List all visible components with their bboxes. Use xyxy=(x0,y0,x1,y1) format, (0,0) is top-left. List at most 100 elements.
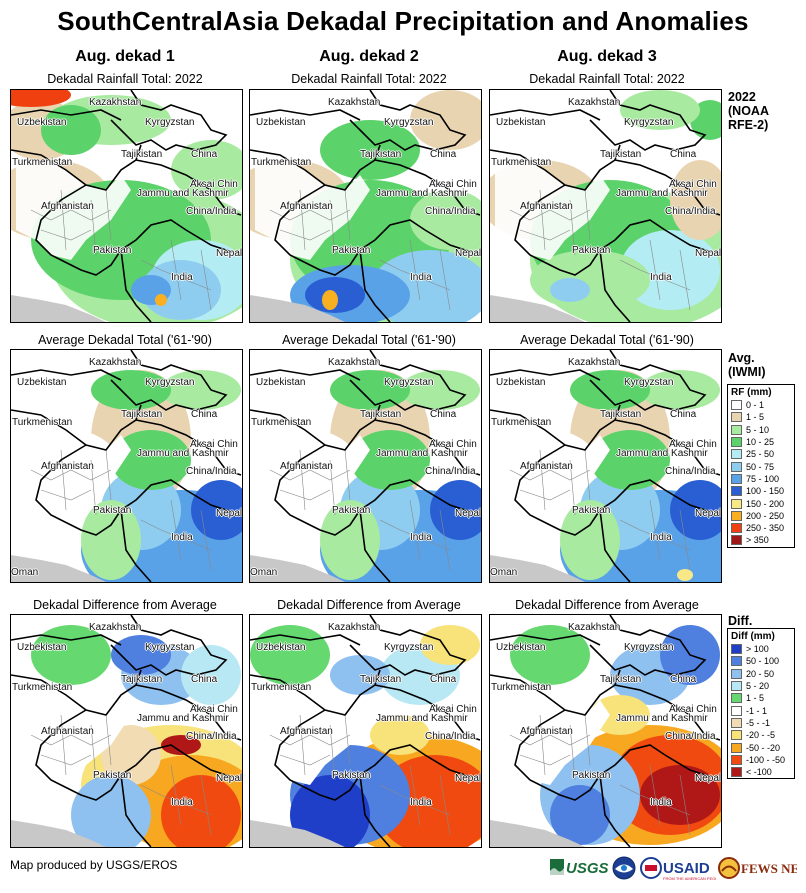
map-shaded-region xyxy=(41,105,101,155)
map-label-nepal: Nepal xyxy=(216,248,243,259)
rainfall-legend-label: 0 - 1 xyxy=(746,400,765,411)
map-sea-region xyxy=(11,555,106,582)
map-shaded-region xyxy=(410,190,481,250)
map-panel-r2c1: Kazakhstan Uzbekistan Kyrgyzstan Turkmenist… xyxy=(10,349,243,583)
map-label-kazakhstan: Kazakhstan xyxy=(568,357,621,368)
rainfall-legend-swatch xyxy=(731,400,742,411)
usaid-logo: USAID FROM THE AMERICAN PEOPLE xyxy=(640,856,723,882)
map-no-data-region xyxy=(255,160,370,260)
map-shaded-region xyxy=(620,90,700,130)
map-label-kyrgyzstan: Kyrgyzstan xyxy=(384,377,434,388)
difference-legend-label: -100 - -50 xyxy=(746,754,786,765)
map-label-aksai-chin: Aksai Chin xyxy=(429,704,477,715)
difference-legend-item: -20 - -5 xyxy=(728,729,794,741)
map-graphic xyxy=(490,350,721,582)
map-label-india: India xyxy=(171,797,193,808)
difference-legend-label: 1 - 5 xyxy=(746,693,765,704)
rainfall-legend-item: 0 - 1 xyxy=(728,399,794,411)
map-label-kazakhstan: Kazakhstan xyxy=(89,357,142,368)
svg-text:USAID: USAID xyxy=(663,860,710,877)
map-graphic xyxy=(490,90,721,322)
map-admin-boundaries xyxy=(30,189,212,311)
map-country-boundaries xyxy=(250,350,481,582)
fewsnet-logo: FEWS NET xyxy=(717,856,806,882)
map-label-china-india: China/India xyxy=(665,206,716,217)
rainfall-legend-swatch xyxy=(731,473,742,484)
difference-legend-item: < -100 xyxy=(728,766,794,778)
map-label-china-india: China/India xyxy=(425,206,476,217)
difference-legend-item: 5 - 20 xyxy=(728,680,794,692)
map-label-uzbekistan: Uzbekistan xyxy=(256,642,306,653)
map-country-boundaries xyxy=(490,90,721,322)
map-label-tajikistan: Tajikistan xyxy=(121,409,163,420)
map-country-boundaries xyxy=(250,615,481,847)
map-label-china: China xyxy=(430,674,457,685)
map-label-turkmenistan: Turkmenistan xyxy=(491,157,552,168)
rainfall-legend-label: 5 - 10 xyxy=(746,424,770,435)
map-label-aksai-chin: Aksai Chin xyxy=(429,439,477,450)
map-label-china: China xyxy=(670,409,697,420)
map-label-afghanistan: Afghanistan xyxy=(280,461,333,472)
map-sea-region xyxy=(250,820,345,847)
rainfall-legend-label: 25 - 50 xyxy=(746,449,775,460)
panel-title-r2c1: Average Dekadal Total ('61-'90) xyxy=(38,333,212,347)
rainfall-legend-item: 50 - 75 xyxy=(728,460,794,472)
rainfall-legend-item: 150 - 200 xyxy=(728,497,794,509)
map-panel-r2c2: Kazakhstan Uzbekistan Kyrgyzstan Turkmenist… xyxy=(249,349,482,583)
map-sea-region xyxy=(250,555,345,582)
difference-legend-swatch xyxy=(731,730,742,741)
usgs-logo: USGS xyxy=(550,856,636,882)
map-label-oman: Oman xyxy=(11,567,39,578)
map-label-india: India xyxy=(650,272,672,283)
side-label-diff: Diff. xyxy=(728,614,753,628)
svg-text:FROM THE AMERICAN PEOPLE: FROM THE AMERICAN PEOPLE xyxy=(663,876,716,881)
panel-title-r2c3: Average Dekadal Total ('61-'90) xyxy=(520,333,694,347)
map-label-china: China xyxy=(430,149,457,160)
map-no-data-region xyxy=(16,420,131,520)
map-sea-region xyxy=(490,295,585,322)
map-label-nepal: Nepal xyxy=(216,508,243,519)
rainfall-legend-swatch xyxy=(731,424,742,435)
map-shaded-region xyxy=(550,278,590,302)
map-label-jammu-kashmir: Jammu and Kashmir xyxy=(616,448,708,459)
map-label-china-india: China/India xyxy=(186,206,237,217)
difference-legend-label: -1 - 1 xyxy=(746,705,768,716)
rainfall-legend-label: 200 - 250 xyxy=(746,510,785,521)
difference-legend-swatch xyxy=(731,767,742,778)
svg-text:FEWS NET: FEWS NET xyxy=(741,861,797,876)
rainfall-legend-item: > 350 xyxy=(728,534,794,546)
map-label-pakistan: Pakistan xyxy=(572,770,611,781)
map-label-tajikistan: Tajikistan xyxy=(360,149,402,160)
map-label-india: India xyxy=(171,532,193,543)
rainfall-legend-swatch xyxy=(731,461,742,472)
noaa-logo xyxy=(612,856,636,882)
map-label-india: India xyxy=(410,272,432,283)
map-label-turkmenistan: Turkmenistan xyxy=(251,417,312,428)
difference-legend-label: -20 - -5 xyxy=(746,730,776,741)
rainfall-legend-swatch xyxy=(731,535,742,546)
map-sea-region xyxy=(490,555,585,582)
map-label-afghanistan: Afghanistan xyxy=(280,726,333,737)
map-label-aksai-chin: Aksai Chin xyxy=(190,704,238,715)
map-label-jammu-kashmir: Jammu and Kashmir xyxy=(616,713,708,724)
map-label-china: China xyxy=(670,149,697,160)
column-heading-2: Aug. dekad 2 xyxy=(319,48,419,65)
rainfall-legend-item: 5 - 10 xyxy=(728,424,794,436)
map-shaded-region xyxy=(560,500,620,580)
map-shaded-region xyxy=(330,370,410,410)
rainfall-legend-swatch xyxy=(731,498,742,509)
map-label-china-india: China/India xyxy=(186,466,237,477)
map-shaded-region xyxy=(420,625,480,665)
map-label-jammu-kashmir: Jammu and Kashmir xyxy=(137,713,229,724)
map-shaded-region xyxy=(91,370,171,410)
map-label-tajikistan: Tajikistan xyxy=(600,149,642,160)
map-label-turkmenistan: Turkmenistan xyxy=(491,682,552,693)
rainfall-legend-label: 150 - 200 xyxy=(746,498,785,509)
map-label-turkmenistan: Turkmenistan xyxy=(12,157,73,168)
map-label-india: India xyxy=(410,797,432,808)
panel-title-r1c3: Dekadal Rainfall Total: 2022 xyxy=(529,72,685,86)
map-label-china: China xyxy=(191,149,218,160)
svg-text:USGS: USGS xyxy=(566,860,609,877)
map-shaded-region xyxy=(640,765,720,825)
